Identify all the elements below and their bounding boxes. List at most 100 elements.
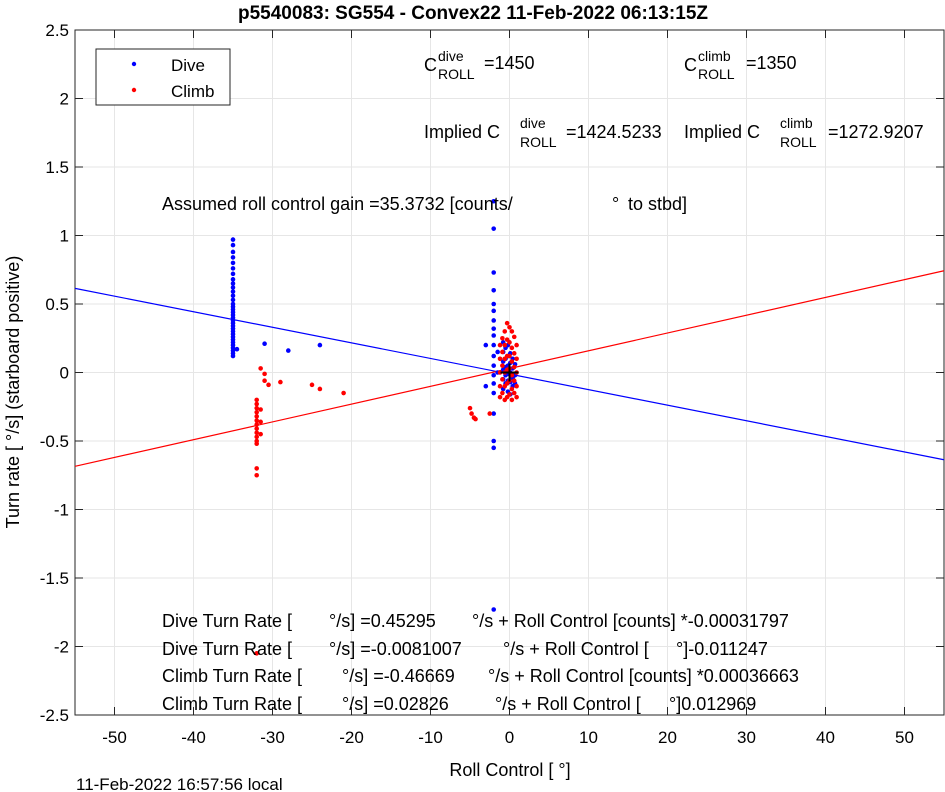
gain-annotation: Assumed roll control gain =35.3732 [coun… [162, 194, 687, 214]
climb-point [509, 329, 515, 334]
climb-point [254, 401, 259, 407]
climb-fit-2-tail: °]0.012969 [669, 694, 756, 714]
c-climb-subscript: ROLL [698, 66, 735, 82]
dive-point [491, 226, 497, 231]
dive-point [491, 381, 497, 386]
dive-point [230, 297, 236, 303]
implied-dive-subscript: ROLL [520, 134, 557, 150]
climb-point [254, 405, 259, 411]
climb-point [514, 356, 519, 362]
y-tick-label: -1 [54, 501, 69, 520]
climb-point [309, 382, 315, 388]
dive-point [230, 281, 236, 286]
climb-point [258, 407, 263, 412]
climb-point [473, 416, 478, 422]
dive-point [230, 237, 236, 242]
x-tick-label: 40 [816, 728, 835, 747]
climb-fit-2-slope: °/s + Roll Control [ [495, 694, 641, 714]
climb-point [509, 359, 515, 364]
dive-fit-2-slope: °/s + Roll Control [ [503, 639, 649, 659]
climb-point [497, 394, 503, 400]
climb-point [254, 441, 259, 447]
x-tick-label: -10 [418, 728, 443, 747]
climb-point [511, 378, 517, 384]
climb-point [514, 342, 519, 348]
c-dive-value: =1450 [484, 53, 535, 73]
x-axis-label: Roll Control [ °] [449, 760, 570, 780]
climb-point [511, 364, 517, 370]
climb-point [254, 466, 259, 471]
implied-climb-value: =1272.9207 [828, 122, 924, 142]
dive-point [491, 372, 497, 378]
climb-point [317, 386, 323, 392]
climb-point [254, 434, 259, 440]
y-tick-label: 1 [60, 227, 69, 246]
implied-climb-superscript: climb [780, 115, 813, 131]
local-timestamp: 11-Feb-2022 16:57:56 local [76, 775, 283, 792]
climb-point [509, 386, 515, 392]
x-tick-label: -30 [260, 728, 285, 747]
dive-point [491, 363, 497, 368]
climb-point [497, 383, 503, 389]
climb-point [258, 419, 263, 425]
climb-point [254, 472, 259, 478]
dive-point [495, 349, 500, 355]
climb-point [504, 320, 510, 326]
x-tick-label: -20 [339, 728, 364, 747]
c-dive-superscript: dive [438, 48, 464, 64]
climb-point [514, 394, 519, 400]
implied-climb-subscript: ROLL [780, 134, 817, 150]
implied-dive-label: Implied C [424, 122, 500, 142]
dive-point [230, 266, 236, 271]
y-tick-label: 0.5 [45, 295, 69, 314]
dive-point [483, 342, 489, 348]
climb-point [500, 363, 505, 368]
dive-point [234, 346, 240, 352]
climb-point [507, 340, 512, 345]
gain-text: Assumed roll control gain =35.3732 [coun… [162, 194, 513, 214]
climb-point [258, 366, 263, 371]
fit-equations: Dive Turn Rate [ °/s] =0.45295 °/s + Rol… [162, 611, 799, 714]
implied-dive-value: =1424.5233 [566, 122, 662, 142]
climb-point [262, 378, 267, 384]
dive-fit-2-tail: °]-0.011247 [676, 639, 768, 659]
c-roll-climb-annotation: C climb ROLL =1350 [684, 48, 797, 82]
climb-point [497, 370, 503, 375]
dive-point [262, 341, 267, 347]
climb-point [509, 372, 515, 378]
y-axis: -2.5 -2 -1.5 -1 -0.5 0 0.5 1 1.5 2 2.5 [40, 21, 944, 725]
dive-fit-1-rate: °/s] =0.45295 [329, 611, 436, 631]
x-tick-label: 50 [895, 728, 914, 747]
c-roll-dive-annotation: C dive ROLL =1450 [424, 48, 535, 82]
climb-point [254, 409, 259, 415]
legend-dive-marker [131, 61, 137, 67]
dive-fit-1-prefix: Dive Turn Rate [ [162, 611, 292, 631]
dive-point [483, 383, 489, 389]
implied-c-roll-annotation: Implied C dive ROLL =1424.5233 Implied C… [424, 115, 924, 150]
climb-point [507, 353, 512, 359]
climb-point [509, 345, 515, 351]
climb-fit-1-prefix: Climb Turn Rate [ [162, 666, 302, 686]
dive-point [491, 342, 497, 348]
implied-climb-label: Implied C [684, 122, 760, 142]
dive-point [491, 438, 497, 444]
dive-fit-2-rate: °/s] =-0.0081007 [329, 639, 462, 659]
climb-fit-1-slope: °/s + Roll Control [counts] *0.00036663 [488, 666, 799, 686]
dive-point [491, 270, 497, 275]
c-climb-symbol: C [684, 55, 697, 75]
dive-point [491, 288, 497, 293]
climb-point [500, 390, 505, 396]
climb-point [254, 397, 259, 403]
climb-point [507, 324, 512, 330]
y-tick-label: -2 [54, 638, 69, 657]
dive-point [317, 342, 323, 348]
legend: Dive Climb [95, 48, 231, 106]
dive-point [491, 198, 497, 204]
climb-point [500, 349, 505, 355]
dive-point [230, 260, 236, 266]
implied-dive-superscript: dive [520, 115, 546, 131]
x-axis: -50 -40 -30 -20 -10 0 10 20 30 40 50 [102, 30, 914, 747]
y-tick-label: 1.5 [45, 158, 69, 177]
climb-point [254, 426, 259, 431]
dive-point [230, 271, 236, 277]
